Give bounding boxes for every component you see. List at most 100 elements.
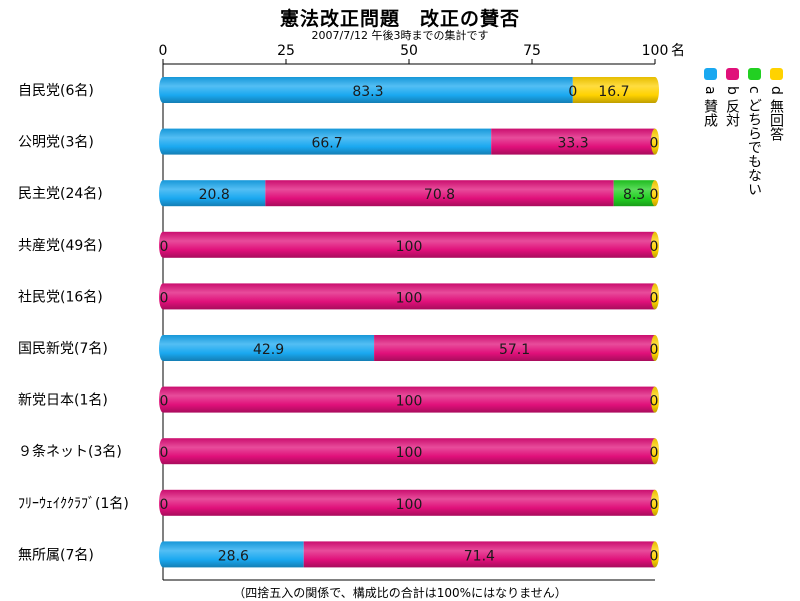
chart-title: 憲法改正問題 改正の賛否	[279, 8, 520, 30]
x-tick-label: 75	[523, 43, 541, 59]
bar-cap-left	[159, 438, 167, 465]
bar-segment	[163, 438, 655, 465]
data-label: 0	[650, 136, 659, 152]
chart-legend: a 賛成 b 反対 c どちらでもない d 無回答	[700, 68, 800, 238]
bar-cap-left	[159, 283, 167, 310]
bar-cap-right	[651, 77, 659, 103]
category-label: 新党日本(1名)	[18, 393, 108, 409]
bar-cap-left	[159, 489, 167, 516]
category-label: 自民党(6名)	[18, 83, 94, 99]
data-label: 100	[396, 239, 423, 255]
data-label: 0	[650, 497, 659, 513]
chart-subtitle: 2007/7/12 午後3時までの集計です	[311, 29, 489, 42]
category-label: 公明党(3名)	[18, 135, 94, 151]
bar-segment	[163, 541, 304, 568]
bar-cap-right	[651, 180, 659, 207]
bar-cap-left	[159, 77, 167, 103]
bar-segment	[163, 386, 655, 413]
data-label: 20.8	[199, 187, 230, 203]
data-label: 0	[160, 445, 169, 461]
x-tick-label: 50	[400, 43, 418, 59]
x-tick-label: 0	[159, 43, 168, 59]
bar-segment	[572, 77, 655, 103]
legend-swatch	[725, 68, 739, 80]
data-label: 100	[396, 445, 423, 461]
bar-segment	[491, 128, 655, 155]
data-label: 0	[650, 394, 659, 410]
data-label: 0	[568, 84, 577, 100]
data-label: 83.3	[352, 84, 383, 100]
bar-cap-right	[651, 489, 659, 516]
legend-label: c どちらでもない	[746, 86, 762, 197]
data-label: 71.4	[464, 548, 495, 564]
category-label: 民主党(24名)	[18, 186, 103, 202]
data-label: 0	[160, 497, 169, 513]
legend-item: c どちらでもない	[744, 68, 764, 196]
bar-segment	[374, 335, 655, 361]
data-label: 100	[396, 290, 423, 306]
legend-swatch	[703, 68, 717, 80]
data-label: 0	[650, 445, 659, 461]
data-label: 0	[160, 239, 169, 255]
data-label: 0	[160, 394, 169, 410]
data-label: 0	[650, 187, 659, 203]
legend-label: a 賛成	[702, 86, 718, 128]
bar-segment	[163, 128, 492, 155]
category-label: ９条ネット(3名)	[18, 443, 122, 460]
bar-segment	[163, 77, 573, 103]
category-label: 国民新党(7名)	[18, 341, 108, 357]
legend-swatch	[769, 68, 783, 80]
x-axis-unit: 名	[671, 43, 685, 59]
data-label: 28.6	[218, 548, 249, 564]
category-label: 無所属(7名)	[18, 547, 94, 563]
bar-cap-right	[651, 231, 659, 258]
bar-segment	[163, 283, 655, 310]
data-label: 57.1	[499, 342, 530, 358]
bar-cap-right	[651, 438, 659, 465]
data-label: 0	[650, 239, 659, 255]
x-tick-label: 100	[642, 43, 669, 59]
bar-cap-right	[651, 335, 659, 361]
category-label: ﾌﾘｰｳｪｲｸｸﾗﾌﾞ(1名)	[18, 496, 129, 512]
bar-segment	[265, 180, 614, 207]
data-label: 0	[650, 548, 659, 564]
legend-label: d 無回答	[768, 86, 784, 142]
data-label: 66.7	[311, 136, 342, 152]
x-tick-label: 25	[277, 43, 295, 59]
data-label: 42.9	[253, 342, 284, 358]
bar-cap-left	[159, 541, 167, 568]
bar-cap-left	[159, 180, 167, 207]
bar-cap-right	[651, 541, 659, 568]
category-label: 共産党(49名)	[18, 238, 103, 254]
legend-label: b 反対	[724, 86, 740, 128]
legend-item: d 無回答	[766, 68, 786, 141]
bar-segment	[163, 180, 266, 207]
bar-segment	[163, 335, 375, 361]
chart-footnote: （四捨五入の関係で、構成比の合計は100%にはなりません）	[233, 586, 567, 600]
bar-segment	[163, 489, 655, 516]
category-label: 社民党(16名)	[18, 289, 103, 305]
legend-swatch	[747, 68, 761, 80]
data-label: 70.8	[424, 187, 455, 203]
data-label: 16.7	[598, 84, 629, 100]
legend-item: b 反対	[722, 68, 742, 127]
data-label: 0	[160, 290, 169, 306]
bar-cap-right	[651, 386, 659, 413]
data-label: 100	[396, 394, 423, 410]
data-label: 8.3	[623, 187, 645, 203]
bar-cap-left	[159, 231, 167, 258]
data-label: 0	[650, 290, 659, 306]
bar-segment	[163, 231, 655, 258]
data-label: 33.3	[557, 136, 588, 152]
bar-segment	[303, 541, 655, 568]
bar-cap-left	[159, 386, 167, 413]
legend-item: a 賛成	[700, 68, 720, 127]
data-label: 100	[396, 497, 423, 513]
bar-cap-left	[159, 335, 167, 361]
bar-cap-left	[159, 128, 167, 155]
bar-segment	[613, 180, 655, 207]
data-label: 0	[650, 342, 659, 358]
bar-cap-right	[651, 128, 659, 155]
bar-cap-right	[651, 283, 659, 310]
